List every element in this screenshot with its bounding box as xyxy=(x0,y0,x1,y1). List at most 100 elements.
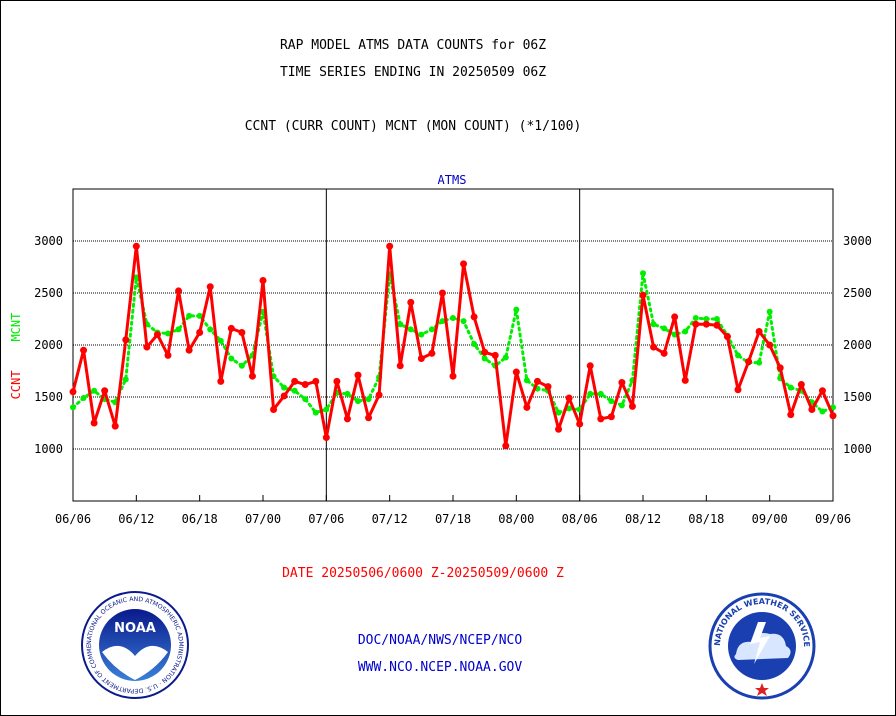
x-tick-label: 08/12 xyxy=(625,512,661,526)
data-point-ccnt xyxy=(533,377,541,385)
data-point-ccnt xyxy=(776,364,784,372)
data-point-ccnt xyxy=(618,378,626,386)
data-point-ccnt xyxy=(206,283,214,291)
data-point-ccnt xyxy=(576,420,584,428)
date-range: DATE 20250506/0600 Z-20250509/0600 Z xyxy=(282,566,564,581)
data-point-ccnt xyxy=(248,372,256,380)
data-point-ccnt xyxy=(438,289,446,297)
data-point-ccnt xyxy=(555,425,563,433)
y-axis-label-mcnt: MCNT xyxy=(9,313,23,342)
data-point-mcnt xyxy=(281,384,288,391)
data-point-mcnt xyxy=(523,377,530,384)
data-point-mcnt xyxy=(787,384,794,391)
x-tick-label: 07/00 xyxy=(245,512,281,526)
data-point-mcnt xyxy=(207,326,214,333)
data-point-ccnt xyxy=(90,419,98,427)
data-point-ccnt xyxy=(713,321,721,329)
data-point-ccnt xyxy=(607,413,615,421)
data-point-mcnt xyxy=(450,314,456,321)
y-tick-label: 2500 xyxy=(843,286,872,300)
data-point-mcnt xyxy=(608,398,615,405)
data-point-ccnt xyxy=(734,386,742,394)
data-point-ccnt xyxy=(270,405,278,413)
data-point-mcnt xyxy=(819,408,826,415)
data-point-ccnt xyxy=(808,405,816,413)
y-tick-label: 3000 xyxy=(843,234,872,248)
day-separators xyxy=(325,189,581,501)
data-point-mcnt xyxy=(397,321,404,328)
data-point-ccnt xyxy=(502,442,510,450)
data-point-ccnt xyxy=(153,331,161,339)
data-point-mcnt xyxy=(735,352,741,359)
data-point-mcnt xyxy=(291,387,298,394)
data-point-ccnt xyxy=(164,351,172,359)
data-point-ccnt xyxy=(428,349,436,357)
org-label: DOC/NOAA/NWS/NCEP/NCO xyxy=(357,633,523,648)
data-point-mcnt xyxy=(80,395,87,402)
data-point-ccnt xyxy=(217,377,225,385)
series-mcnt xyxy=(70,270,836,416)
gridlines xyxy=(73,240,833,450)
x-tick-label: 07/18 xyxy=(435,512,471,526)
data-point-mcnt xyxy=(228,355,235,362)
data-point-ccnt xyxy=(69,388,77,396)
data-point-mcnt xyxy=(703,316,710,322)
data-point-ccnt xyxy=(365,414,373,422)
data-point-ccnt xyxy=(797,381,805,389)
data-point-ccnt xyxy=(196,329,204,337)
data-point-mcnt xyxy=(196,312,203,319)
data-point-mcnt xyxy=(302,396,309,403)
data-point-mcnt xyxy=(70,404,76,411)
data-point-ccnt xyxy=(523,403,531,411)
data-point-mcnt xyxy=(355,398,361,405)
data-point-ccnt xyxy=(175,287,183,295)
data-point-ccnt xyxy=(238,329,246,337)
data-point-ccnt xyxy=(185,346,193,354)
data-point-mcnt xyxy=(238,362,245,369)
data-point-ccnt xyxy=(628,402,636,410)
nws-logo: NATIONAL WEATHER SERVICE xyxy=(708,592,816,700)
plot-title: ATMS xyxy=(438,173,467,187)
x-tick-label: 09/06 xyxy=(815,512,851,526)
chart-title-line-2: TIME SERIES ENDING IN 20250509 06Z xyxy=(279,65,547,80)
data-point-ccnt xyxy=(650,343,658,351)
time-series-chart: 1000 1500 2000 2500 3000 1000 1500 2000 2500 300… xyxy=(9,173,872,526)
x-tick-label: 08/00 xyxy=(498,512,534,526)
data-point-mcnt xyxy=(365,396,372,403)
data-point-ccnt xyxy=(723,333,731,341)
data-point-mcnt xyxy=(439,318,446,325)
data-point-ccnt xyxy=(301,381,309,389)
data-point-ccnt xyxy=(343,415,351,423)
data-point-ccnt xyxy=(132,242,140,250)
y-tick-label: 1000 xyxy=(843,442,872,456)
series xyxy=(69,242,837,450)
data-point-ccnt xyxy=(111,422,119,430)
data-point-ccnt xyxy=(354,371,362,379)
data-point-ccnt xyxy=(829,412,837,420)
data-point-ccnt xyxy=(766,341,774,349)
data-point-ccnt xyxy=(639,291,647,299)
data-point-ccnt xyxy=(291,377,299,385)
data-point-mcnt xyxy=(597,390,604,397)
data-point-mcnt xyxy=(175,326,182,333)
data-point-ccnt xyxy=(386,242,394,250)
series-line-ccnt xyxy=(71,244,835,448)
data-point-mcnt xyxy=(555,409,562,416)
data-point-mcnt xyxy=(471,340,478,347)
data-point-mcnt xyxy=(428,326,435,333)
data-point-mcnt xyxy=(312,409,319,416)
data-point-ccnt xyxy=(660,349,668,357)
x-tick-label: 06/12 xyxy=(118,512,154,526)
x-tick-label: 06/18 xyxy=(182,512,218,526)
data-point-ccnt xyxy=(745,358,753,366)
x-tick-label: 08/18 xyxy=(688,512,724,526)
y-tick-label: 1000 xyxy=(34,442,63,456)
data-point-mcnt xyxy=(650,321,657,328)
data-point-mcnt xyxy=(766,308,773,315)
data-point-mcnt xyxy=(217,337,224,344)
website-link[interactable]: WWW.NCO.NCEP.NOAA.GOV xyxy=(357,660,523,675)
chart-title-line-1: RAP MODEL ATMS DATA COUNTS for 06Z xyxy=(279,38,547,53)
data-point-ccnt xyxy=(681,376,689,384)
data-point-ccnt xyxy=(512,368,520,376)
data-point-ccnt xyxy=(80,346,88,354)
